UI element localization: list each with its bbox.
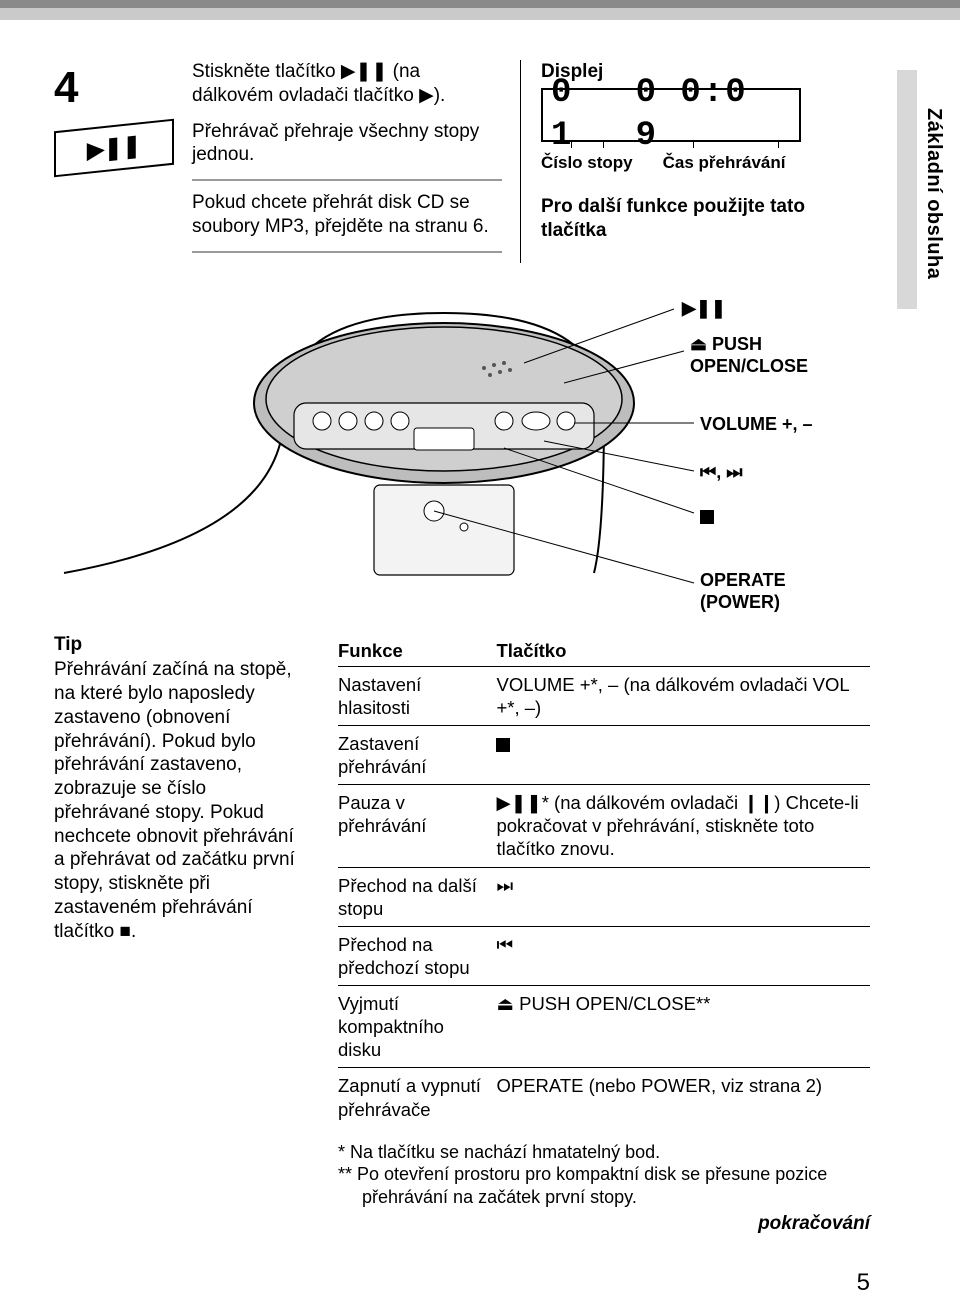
lcd-display: 0 1 0 0:0 9 [541, 88, 801, 142]
play-pause-icon: ▶❚❚ [341, 61, 387, 82]
cell: Pauza v přehrávání [338, 785, 496, 867]
stop-icon [700, 510, 714, 524]
cell: Zapnutí a vypnutí přehrávače [338, 1068, 496, 1127]
text: * (na dálkovém ovladači ❙❙) Chcete-li po… [496, 792, 858, 859]
step-4: 4 ▶❚❚ Stiskněte tlačítko ▶❚❚ (na dálkové… [54, 60, 870, 263]
text: Přehrávač přehraje všechny stopy jednou. [192, 120, 502, 168]
tip-box: Tip Přehrávání začíná na stopě, na které… [54, 633, 304, 1236]
track-number-value: 0 1 [551, 72, 618, 157]
remote-button-illustration: ▶❚❚ [54, 119, 174, 178]
callout-prev-next: ⏮, ⏭ [700, 461, 742, 484]
cell [496, 725, 870, 784]
table-row: Přechod na další stopu ⏭ [338, 867, 870, 926]
cell: Nastavení hlasitosti [338, 666, 496, 725]
callout-push-open-close: ⏏ PUSHOPEN/CLOSE [690, 333, 808, 378]
divider [192, 251, 502, 253]
cell: ⏮ [496, 926, 870, 985]
cell: ⏭ [496, 867, 870, 926]
table-row: Přechod na předchozí stopu ⏮ [338, 926, 870, 985]
col-button: Tlačítko [496, 633, 870, 667]
play-icon: ▶ [419, 85, 434, 106]
continued-label: pokračování [338, 1212, 870, 1236]
cell: VOLUME +*, – (na dálkovém ovladači VOL +… [496, 666, 870, 725]
eject-icon: ⏏ [690, 334, 712, 354]
text: OPERATE [700, 570, 786, 590]
callout-volume: VOLUME +, – [700, 413, 813, 436]
table-row: Nastavení hlasitosti VOLUME +*, – (na dá… [338, 666, 870, 725]
play-pause-icon: ▶❚❚ [496, 792, 541, 813]
table-row: Vyjmutí kompaktního disku ⏏ PUSH OPEN/CL… [338, 986, 870, 1068]
cell: ▶❚❚* (na dálkovém ovladači ❙❙) Chcete-li… [496, 785, 870, 867]
subsection-heading: Pro další funkce použijte tato tlačítka [541, 195, 870, 243]
table-row: Zastavení přehrávání [338, 725, 870, 784]
table-row: Zapnutí a vypnutí přehrávače OPERATE (ne… [338, 1068, 870, 1127]
footnote: ** Po otevření prostoru pro kompaktní di… [338, 1163, 870, 1208]
callout-play-pause: ▶❚❚ [682, 297, 726, 320]
table-row: Pauza v přehrávání ▶❚❚* (na dálkovém ovl… [338, 785, 870, 867]
tip-text: Přehrávání začíná na stopě, na které byl… [54, 658, 304, 943]
text: Pokud chcete přehrát disk CD se soubory … [192, 191, 502, 239]
callout-operate: OPERATE(POWER) [700, 569, 786, 614]
play-pause-icon: ▶❚❚ [682, 298, 726, 318]
play-pause-icon: ▶❚❚ [87, 131, 141, 164]
playback-time-value: 0 0:0 9 [636, 72, 791, 157]
cell: ⏏ PUSH OPEN/CLOSE** [496, 986, 870, 1068]
cell: Přechod na předchozí stopu [338, 926, 496, 985]
step-text: Stiskněte tlačítko ▶❚❚ (na dálkovém ovla… [192, 60, 502, 263]
stop-icon [496, 738, 510, 752]
text: Stiskněte tlačítko [192, 61, 341, 82]
section-tab: Základní obsluha [897, 70, 950, 309]
header-bar [0, 0, 960, 20]
functions-table: Funkce Tlačítko Nastavení hlasitosti VOL… [338, 633, 870, 1127]
cd-player-illustration [34, 273, 854, 613]
callout-stop [700, 505, 714, 528]
cell: Zastavení přehrávání [338, 725, 496, 784]
cell: Přechod na další stopu [338, 867, 496, 926]
cell: Vyjmutí kompaktního disku [338, 986, 496, 1068]
footnotes: * Na tlačítku se nachází hmatatelný bod.… [338, 1141, 870, 1209]
text: OPEN/CLOSE [690, 356, 808, 376]
text: ). [434, 85, 446, 106]
divider [192, 179, 502, 181]
text: (POWER) [700, 592, 780, 612]
cell: OPERATE (nebo POWER, viz strana 2) [496, 1068, 870, 1127]
page-number: 5 [857, 1268, 870, 1298]
text: PUSH [712, 334, 762, 354]
step-number: 4 [54, 60, 94, 115]
footnote: * Na tlačítku se nachází hmatatelný bod. [338, 1141, 870, 1164]
tip-heading: Tip [54, 633, 304, 657]
device-diagram: ▶❚❚ ⏏ PUSHOPEN/CLOSE VOLUME +, – ⏮, ⏭ OP… [34, 273, 854, 613]
col-function: Funkce [338, 633, 496, 667]
